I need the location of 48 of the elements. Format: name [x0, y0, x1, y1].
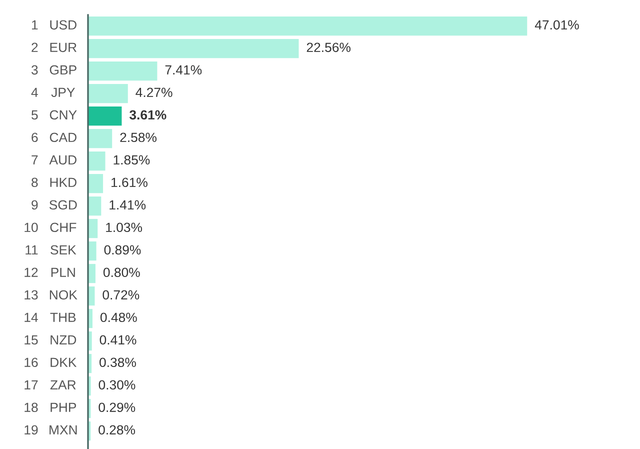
bar — [88, 16, 528, 36]
bar — [88, 241, 96, 261]
y-tick-label: 6 CAD — [32, 132, 76, 142]
y-tick-label: 16 DKK — [24, 358, 77, 368]
bar — [88, 151, 106, 171]
y-tick-label: 7 AUD — [32, 155, 76, 165]
data-label: 1.61% — [112, 178, 148, 188]
y-tick-label: 2 EUR — [32, 42, 76, 52]
y-tick-label: 9 SGD — [32, 200, 77, 210]
y-tick-label: 19 MXN — [24, 425, 77, 435]
bar — [88, 128, 112, 148]
y-tick-label: 12 PLN — [24, 268, 75, 277]
y-tick-label: 4 JPY — [31, 88, 75, 98]
data-label: 0.80% — [103, 268, 140, 278]
y-tick-label: 10 CHF — [24, 222, 76, 232]
data-label: 7.41% — [165, 65, 202, 75]
y-tick-label: 18 PHP — [24, 402, 76, 412]
data-label: 0.72% — [102, 290, 140, 300]
data-label: 47.01% — [534, 20, 579, 30]
data-label: 0.48% — [100, 312, 137, 322]
data-label: 3.61% — [129, 110, 166, 120]
bar — [88, 106, 122, 126]
y-tick-label: 11 SEK — [26, 245, 76, 255]
y-tick-label: 1 USD — [32, 20, 76, 30]
data-label: 22.56% — [306, 42, 350, 52]
data-label: 0.28% — [98, 425, 136, 435]
data-label: 1.03% — [106, 222, 142, 232]
y-tick-label: 14 THB — [24, 312, 76, 322]
y-tick-label: 15 NZD — [24, 335, 76, 345]
data-label: 0.30% — [98, 380, 136, 390]
bar — [88, 84, 128, 104]
data-label: 0.41% — [100, 335, 136, 345]
y-tick-label: 8 HKD — [32, 178, 76, 188]
data-label: 1.41% — [110, 200, 146, 210]
data-label: 1.85% — [114, 155, 150, 165]
y-tick-label: 3 GBP — [31, 65, 76, 75]
y-tick-label: 5 CNY — [32, 110, 77, 120]
bar — [88, 196, 102, 216]
y-tick-label: 13 NOK — [24, 290, 78, 300]
data-label: 0.38% — [100, 358, 136, 368]
bar — [88, 38, 299, 58]
data-label: 4.27% — [136, 88, 172, 98]
data-label: 0.89% — [104, 245, 141, 255]
bar — [88, 174, 104, 194]
data-label: 2.58% — [120, 132, 157, 142]
bar — [88, 61, 158, 81]
data-label: 0.29% — [98, 402, 136, 412]
y-tick-label: 17 ZAR — [24, 380, 76, 390]
